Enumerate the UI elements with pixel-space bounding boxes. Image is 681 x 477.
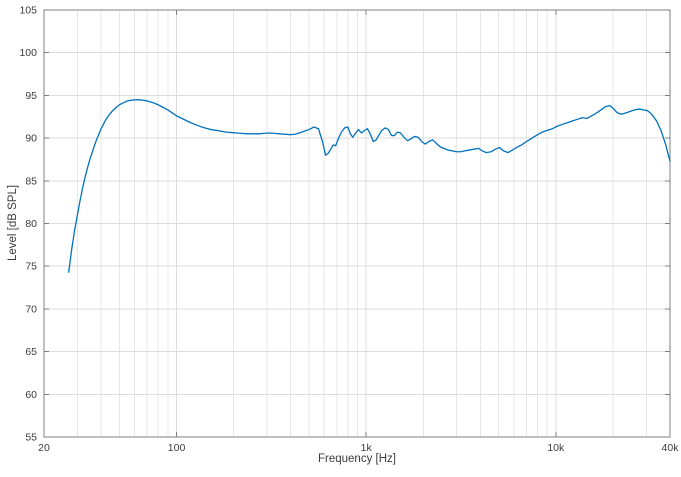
- y-tick-label: 95: [25, 90, 37, 102]
- y-tick-label: 90: [25, 133, 37, 145]
- y-tick-label: 100: [19, 47, 37, 59]
- x-tick-label: 100: [168, 442, 186, 454]
- y-axis-title: Level [dB SPL]: [7, 184, 19, 262]
- y-tick-label: 60: [25, 389, 37, 401]
- y-tick-label: 85: [25, 175, 37, 187]
- y-tick-label: 70: [25, 303, 37, 315]
- x-tick-label: 1k: [361, 442, 373, 454]
- x-tick-label: 20: [38, 442, 50, 454]
- y-tick-label: 80: [25, 218, 37, 230]
- y-tick-label: 55: [25, 432, 37, 444]
- y-tick-label: 105: [19, 5, 37, 17]
- response-curve: [68, 99, 671, 273]
- x-tick-label: 10k: [547, 442, 565, 454]
- x-tick-label: 40k: [662, 442, 680, 454]
- y-tick-label: 65: [25, 346, 37, 358]
- x-axis-title: Frequency [Hz]: [318, 453, 396, 465]
- y-tick-label: 75: [25, 261, 37, 273]
